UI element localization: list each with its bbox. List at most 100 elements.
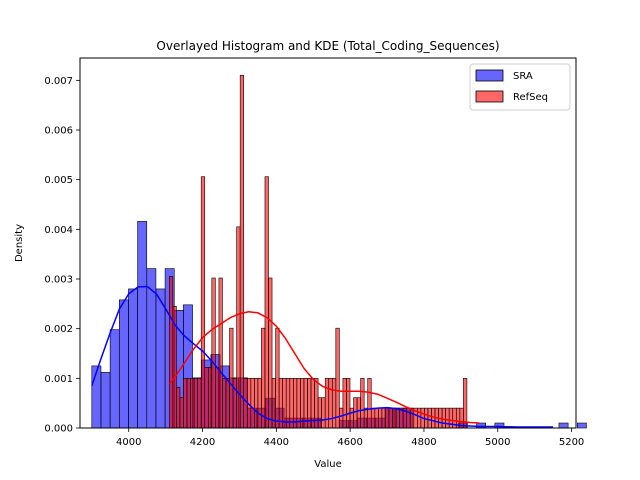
y-tick-label: 0.004 bbox=[44, 225, 73, 236]
axes-frame bbox=[79, 57, 577, 429]
refseq-bar-63 bbox=[392, 407, 397, 429]
refseq-bar-83 bbox=[463, 378, 468, 429]
sra-bar-1 bbox=[100, 372, 111, 429]
refseq-bar-52 bbox=[353, 397, 358, 429]
refseq-bar-77 bbox=[441, 407, 446, 429]
refseq-bar-62 bbox=[388, 407, 393, 429]
refseq-bar-23 bbox=[250, 378, 255, 429]
refseq-bar-44 bbox=[324, 378, 330, 429]
refseq-bar-6 bbox=[190, 378, 195, 429]
refseq-bar-51 bbox=[349, 407, 354, 429]
refseq-bar-4 bbox=[183, 378, 188, 429]
refseq-bar-12 bbox=[211, 277, 216, 429]
refseq-bar-16 bbox=[225, 378, 230, 429]
refseq-bar-28 bbox=[268, 277, 273, 429]
x-tick-label: 5200 bbox=[559, 437, 584, 448]
refseq-bar-25 bbox=[257, 378, 262, 429]
refseq-bar-60 bbox=[381, 407, 386, 429]
refseq-bar-34 bbox=[289, 378, 294, 429]
legend-swatch-refseq bbox=[475, 90, 504, 103]
sra-bar-53 bbox=[576, 422, 587, 429]
refseq-bar-59 bbox=[378, 407, 383, 429]
refseq-bar-31 bbox=[278, 378, 283, 429]
refseq-bar-65 bbox=[399, 407, 404, 429]
x-tick-label: 4600 bbox=[337, 437, 362, 448]
refseq-bar-15 bbox=[222, 378, 227, 429]
refseq-bar-78 bbox=[445, 407, 450, 429]
legend: SRA RefSeq bbox=[469, 63, 571, 111]
refseq-bar-35 bbox=[293, 378, 298, 429]
legend-label-refseq: RefSeq bbox=[513, 92, 548, 103]
refseq-bar-5 bbox=[186, 378, 191, 429]
sra-bar-4 bbox=[128, 288, 138, 429]
refseq-bar-19 bbox=[236, 226, 241, 429]
refseq-bar-14 bbox=[218, 277, 223, 429]
refseq-bar-24 bbox=[254, 378, 259, 429]
sra-bar-7 bbox=[155, 288, 166, 429]
y-tick-label: 0.005 bbox=[44, 175, 73, 186]
refseq-bar-26 bbox=[261, 327, 266, 429]
refseq-bar-54 bbox=[360, 378, 365, 429]
refseq-bar-49 bbox=[342, 378, 347, 429]
refseq-bar-47 bbox=[335, 327, 340, 429]
refseq-bar-10 bbox=[204, 367, 209, 429]
y-tick-label: 0.002 bbox=[44, 324, 73, 335]
refseq-bar-45 bbox=[328, 378, 333, 429]
x-axis-label: Value bbox=[314, 459, 341, 470]
refseq-bar-18 bbox=[232, 378, 237, 429]
refseq-bar-46 bbox=[331, 378, 337, 429]
refseq-bar-3 bbox=[179, 397, 184, 429]
refseq-kde-line bbox=[168, 311, 480, 424]
refseq-bar-11 bbox=[207, 367, 213, 429]
refseq-bar-0 bbox=[169, 276, 174, 429]
y-tick-label: 0.000 bbox=[44, 424, 73, 435]
refseq-bar-32 bbox=[282, 378, 287, 429]
sra-bar-51 bbox=[558, 422, 569, 429]
refseq-bar-7 bbox=[193, 378, 198, 429]
refseq-bar-73 bbox=[427, 407, 432, 429]
refseq-bar-68 bbox=[409, 407, 415, 429]
refseq-bar-57 bbox=[370, 407, 376, 429]
refseq-bar-42 bbox=[317, 397, 322, 429]
sra-bar-3 bbox=[118, 299, 129, 429]
refseq-bar-17 bbox=[229, 327, 234, 429]
y-axis-ticks: 0.000 0.001 0.002 0.003 0.004 0.005 0.006 0.007 bbox=[44, 76, 80, 435]
legend-label-sra: SRA bbox=[513, 71, 533, 82]
refseq-bar-20 bbox=[239, 75, 245, 429]
refseq-bar-13 bbox=[215, 367, 220, 429]
x-tick-label: 4000 bbox=[116, 437, 141, 448]
sra-kde-line bbox=[91, 285, 554, 428]
refseq-bar-50 bbox=[346, 378, 351, 429]
refseq-bar-9 bbox=[200, 176, 206, 429]
sra-bar-5 bbox=[137, 221, 148, 429]
refseq-bar-8 bbox=[197, 378, 202, 429]
x-tick-label: 4800 bbox=[411, 437, 436, 448]
sra-bar-0 bbox=[91, 365, 102, 429]
y-tick-label: 0.006 bbox=[44, 126, 73, 137]
refseq-bar-55 bbox=[363, 407, 369, 429]
refseq-bar-33 bbox=[285, 378, 291, 429]
refseq-bar-64 bbox=[395, 407, 400, 429]
sra-bar-2 bbox=[109, 329, 120, 429]
x-tick-label: 4200 bbox=[190, 437, 215, 448]
refseq-bar-43 bbox=[321, 397, 326, 429]
y-tick-label: 0.001 bbox=[44, 374, 73, 385]
refseq-bar-61 bbox=[385, 407, 390, 429]
y-axis-label: Density bbox=[14, 224, 25, 262]
y-tick-label: 0.007 bbox=[44, 76, 73, 87]
refseq-bar-48 bbox=[339, 407, 344, 429]
refseq-bar-53 bbox=[356, 397, 361, 429]
refseq-bar-56 bbox=[367, 378, 372, 429]
x-tick-label: 4400 bbox=[264, 437, 289, 448]
refseq-bar-36 bbox=[296, 378, 301, 429]
refseq-bar-58 bbox=[374, 407, 379, 429]
legend-swatch-sra bbox=[475, 69, 504, 82]
refseq-bar-27 bbox=[264, 176, 269, 429]
refseq-bar-2 bbox=[176, 386, 181, 429]
refseq-bar-30 bbox=[275, 327, 280, 429]
chart-title: Overlayed Histogram and KDE (Total_Codin… bbox=[156, 39, 499, 53]
x-axis-ticks: 4000 4200 4400 4600 4800 5000 5200 bbox=[116, 428, 584, 448]
y-tick-label: 0.003 bbox=[44, 275, 73, 286]
x-tick-label: 5000 bbox=[485, 437, 510, 448]
